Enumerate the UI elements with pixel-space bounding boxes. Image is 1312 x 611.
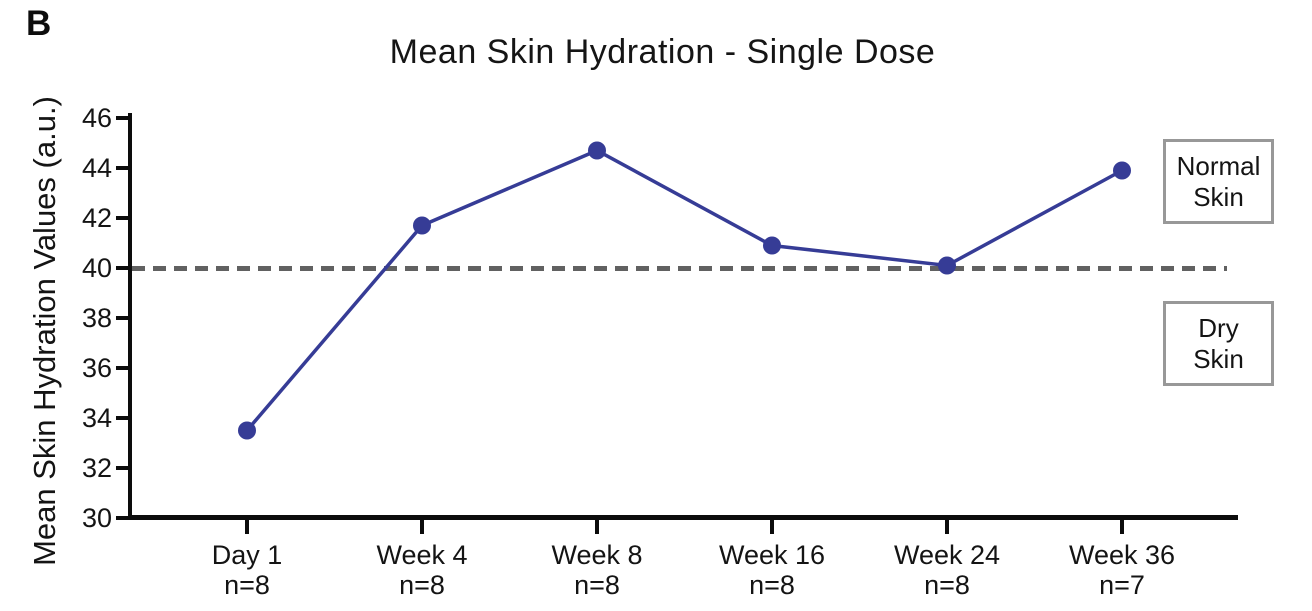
data-point-week-36: [1113, 161, 1131, 180]
timepoint-label: Week 4: [376, 540, 468, 570]
y-tick-label-36: 36: [81, 353, 112, 383]
series-line: [245, 148, 1123, 432]
y-tick-44: [116, 166, 131, 170]
y-tick-label-40: 40: [81, 253, 112, 283]
x-tick-label-week-16: Week 16 n=8: [692, 540, 852, 600]
x-tick-week-36: [1120, 520, 1124, 534]
y-tick-34: [116, 416, 131, 420]
timepoint-label: Day 1: [211, 540, 283, 570]
timepoint-label: Week 36: [1068, 540, 1176, 570]
y-tick-46: [116, 116, 131, 120]
x-tick-label-week-4: Week 4 n=8: [342, 540, 502, 600]
data-point-week-4: [413, 216, 431, 235]
timepoint-label: Week 8: [551, 540, 643, 570]
y-tick-label-42: 42: [81, 203, 112, 233]
x-tick-label-week-36: Week 36 n=7: [1042, 540, 1202, 600]
x-tick-week-8: [595, 520, 599, 534]
x-axis-line: [128, 515, 1238, 520]
sample-size-label: n=8: [574, 570, 620, 600]
timepoint-label: Week 24: [893, 540, 1001, 570]
y-tick-label-46: 46: [81, 103, 112, 133]
dry-skin-label-line2: Skin: [1193, 343, 1244, 374]
y-tick-label-32: 32: [81, 453, 112, 483]
normal-skin-label-line2: Skin: [1193, 181, 1244, 212]
x-tick-label-day-1: Day 1 n=8: [167, 540, 327, 600]
x-tick-week-16: [770, 520, 774, 534]
y-tick-42: [116, 216, 131, 220]
y-tick-label-38: 38: [81, 303, 112, 333]
data-point-week-24: [938, 256, 956, 275]
sample-size-label: n=8: [399, 570, 445, 600]
data-point-week-16: [763, 236, 781, 255]
y-tick-38: [116, 316, 131, 320]
panel-label: B: [26, 4, 52, 43]
chart-title: Mean Skin Hydration - Single Dose: [389, 33, 936, 71]
normal-skin-label-line1: Normal: [1176, 150, 1261, 181]
y-tick-label-30: 30: [81, 503, 112, 533]
x-tick-week-4: [420, 520, 424, 534]
sample-size-label: n=7: [1099, 570, 1145, 600]
sample-size-label: n=8: [224, 570, 270, 600]
x-tick-label-week-8: Week 8 n=8: [517, 540, 677, 600]
y-tick-40: [116, 266, 131, 270]
sample-size-label: n=8: [749, 570, 795, 600]
y-tick-label-44: 44: [81, 153, 112, 183]
normal-skin-annotation-box: Normal Skin: [1163, 139, 1274, 224]
data-point-day-1: [238, 421, 256, 440]
y-tick-32: [116, 466, 131, 470]
y-tick-36: [116, 366, 131, 370]
y-tick-label-34: 34: [81, 403, 112, 433]
y-tick-30: [116, 516, 131, 520]
reference-line-40-dashed: [132, 266, 1227, 271]
data-point-week-8: [588, 141, 606, 160]
timepoint-label: Week 16: [718, 540, 826, 570]
sample-size-label: n=8: [924, 570, 970, 600]
x-tick-day-1: [245, 520, 249, 534]
x-tick-label-week-24: Week 24 n=8: [867, 540, 1027, 600]
data-series-plot: [238, 141, 1131, 440]
dry-skin-annotation-box: Dry Skin: [1163, 301, 1274, 386]
x-tick-week-24: [945, 520, 949, 534]
dry-skin-label-line1: Dry: [1198, 312, 1239, 343]
